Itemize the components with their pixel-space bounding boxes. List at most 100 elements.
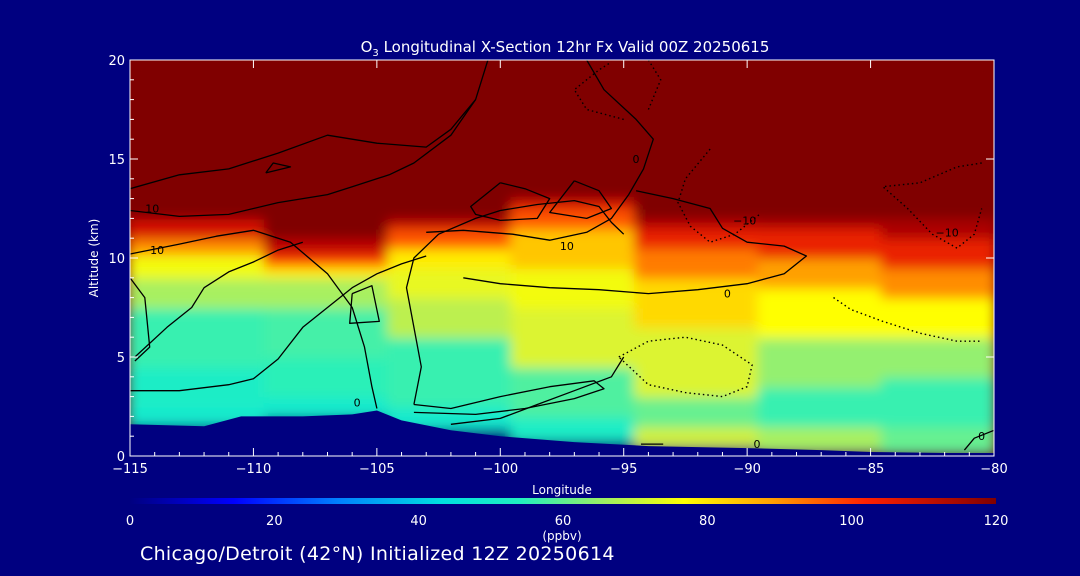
field-cell-4-8 [634, 60, 762, 220]
field-cell-3-8 [510, 60, 639, 200]
field-cell-1-5 [263, 264, 392, 279]
field-cell-1-7 [263, 237, 392, 256]
field-cell-4-1 [634, 425, 762, 448]
contour-line-solid-7 [463, 190, 808, 295]
colorbar [130, 498, 996, 504]
terrain-mask [130, 410, 994, 456]
field-cell-2-1 [387, 405, 515, 430]
contour-line-dotted-22 [647, 60, 662, 110]
x-tick-label-4: −95 [610, 462, 637, 477]
field-cell-5-4 [757, 286, 885, 339]
x-tick-label-6: −85 [857, 462, 884, 477]
colorbar-unit-label: (ppbv) [542, 529, 581, 543]
field-cell-3-3 [510, 306, 639, 368]
field-cell-6-4 [880, 296, 994, 339]
contour-line-dotted-20 [833, 297, 982, 342]
colorbar-tick-label-3: 60 [555, 514, 572, 529]
field-cell-1-3 [263, 306, 392, 358]
contour-lines [130, 60, 994, 451]
field-cell-1-2 [263, 356, 392, 398]
field-cell-2-2 [387, 336, 515, 408]
contour-line-solid-11 [349, 285, 380, 324]
field-cell-3-5 [510, 227, 639, 269]
contour-line-solid-10 [549, 180, 613, 220]
field-cell-5-5 [757, 257, 885, 289]
contour-label-3: 0 [633, 153, 640, 166]
field-cell-3-4 [510, 266, 639, 309]
field-cell-6-1 [880, 425, 994, 454]
x-tick-label-1: −110 [236, 462, 272, 477]
contour-line-solid-9 [470, 182, 551, 222]
contour-label-6: −10 [935, 226, 958, 239]
colorbar-tick-label-1: 20 [266, 514, 283, 529]
field-cell-3-2 [510, 365, 639, 418]
x-axis-label: Longitude [532, 483, 592, 497]
y-tick-label-4: 20 [108, 54, 125, 69]
contour-label-0: 10 [145, 203, 159, 216]
colorbar-ticks: 0 20 40 60 80 100 120 [126, 514, 1009, 529]
field-cell-5-8 [757, 60, 885, 220]
field-cell-6-3 [880, 336, 994, 378]
y-tick-label-3: 15 [108, 153, 125, 168]
x-tick-label-0: −115 [112, 462, 148, 477]
y-axis: 0 5 10 15 20 [108, 54, 994, 465]
field-cell-5-6 [757, 227, 885, 259]
contour-label-4: −10 [733, 214, 756, 227]
colorbar-tick-label-2: 40 [410, 514, 427, 529]
field-cell-4-3 [634, 326, 762, 398]
contour-line-solid-2 [130, 229, 378, 409]
field-cell-4-5 [634, 247, 762, 279]
field-cell-6-2 [880, 375, 994, 428]
contour-labels: 10 10 10 0 −10 0 −10 0 0 0 [145, 153, 985, 451]
y-tick-label-2: 10 [108, 252, 125, 267]
contour-label-7: 0 [354, 397, 361, 410]
field-cell-0-5 [130, 253, 268, 279]
contour-label-2: 10 [560, 240, 574, 253]
colorbar-tick-label-4: 80 [699, 514, 716, 529]
field-cell-0-7 [130, 217, 268, 240]
field-cell-5-2 [757, 385, 885, 428]
y-axis-label: Altitude (km) [87, 219, 101, 298]
field-cell-5-7 [757, 217, 885, 230]
field-cell-0-8 [130, 60, 268, 220]
field-cell-3-7 [510, 197, 639, 210]
contour-line-solid-14 [265, 162, 292, 174]
field-cell-3-1 [510, 415, 639, 442]
chart-title: O3 Longitudinal X-Section 12hr Fx Valid … [361, 38, 770, 59]
plot-area: 10 10 10 0 −10 0 −10 0 0 0 [130, 60, 994, 456]
field-cell-5-1 [757, 425, 885, 452]
contour-line-solid-6 [405, 199, 625, 405]
contour-line-solid-13 [450, 356, 625, 425]
field-cell-2-7 [387, 217, 515, 230]
field-cell-4-6 [634, 227, 762, 250]
footer-caption: Chicago/Detroit (42°N) Initialized 12Z 2… [140, 543, 615, 565]
field-cell-0-3 [130, 306, 268, 368]
x-axis: −115 −110 −105 −100 −95 −90 −85 −80 [112, 60, 1008, 477]
x-tick-label-5: −90 [733, 462, 760, 477]
contour-line-solid-1 [130, 99, 477, 218]
ozone-field [130, 60, 994, 456]
contour-label-5: 0 [724, 288, 731, 301]
contour-label-9: 0 [978, 430, 985, 443]
contour-line-solid-0 [130, 60, 489, 190]
contour-line-solid-8 [426, 60, 654, 241]
field-cell-6-5 [880, 266, 994, 299]
field-cell-6-7 [880, 217, 994, 240]
field-cell-6-6 [880, 237, 994, 269]
contour-line-solid-12 [413, 380, 605, 416]
field-cell-5-3 [757, 336, 885, 388]
x-tick-label-3: −100 [482, 462, 518, 477]
field-cell-3-6 [510, 207, 639, 230]
field-cell-0-4 [130, 276, 268, 309]
contour-line-dotted-18 [677, 148, 760, 243]
field-cell-4-2 [634, 395, 762, 428]
field-cell-4-7 [634, 217, 762, 230]
field-cell-6-8 [880, 60, 994, 220]
field-cell-1-1 [263, 395, 392, 418]
field-cell-2-8 [387, 60, 515, 220]
field-cell-0-6 [130, 237, 268, 256]
colorbar-tick-label-0: 0 [126, 514, 134, 529]
x-tick-label-7: −80 [980, 462, 1007, 477]
contour-line-solid-5 [130, 255, 427, 392]
